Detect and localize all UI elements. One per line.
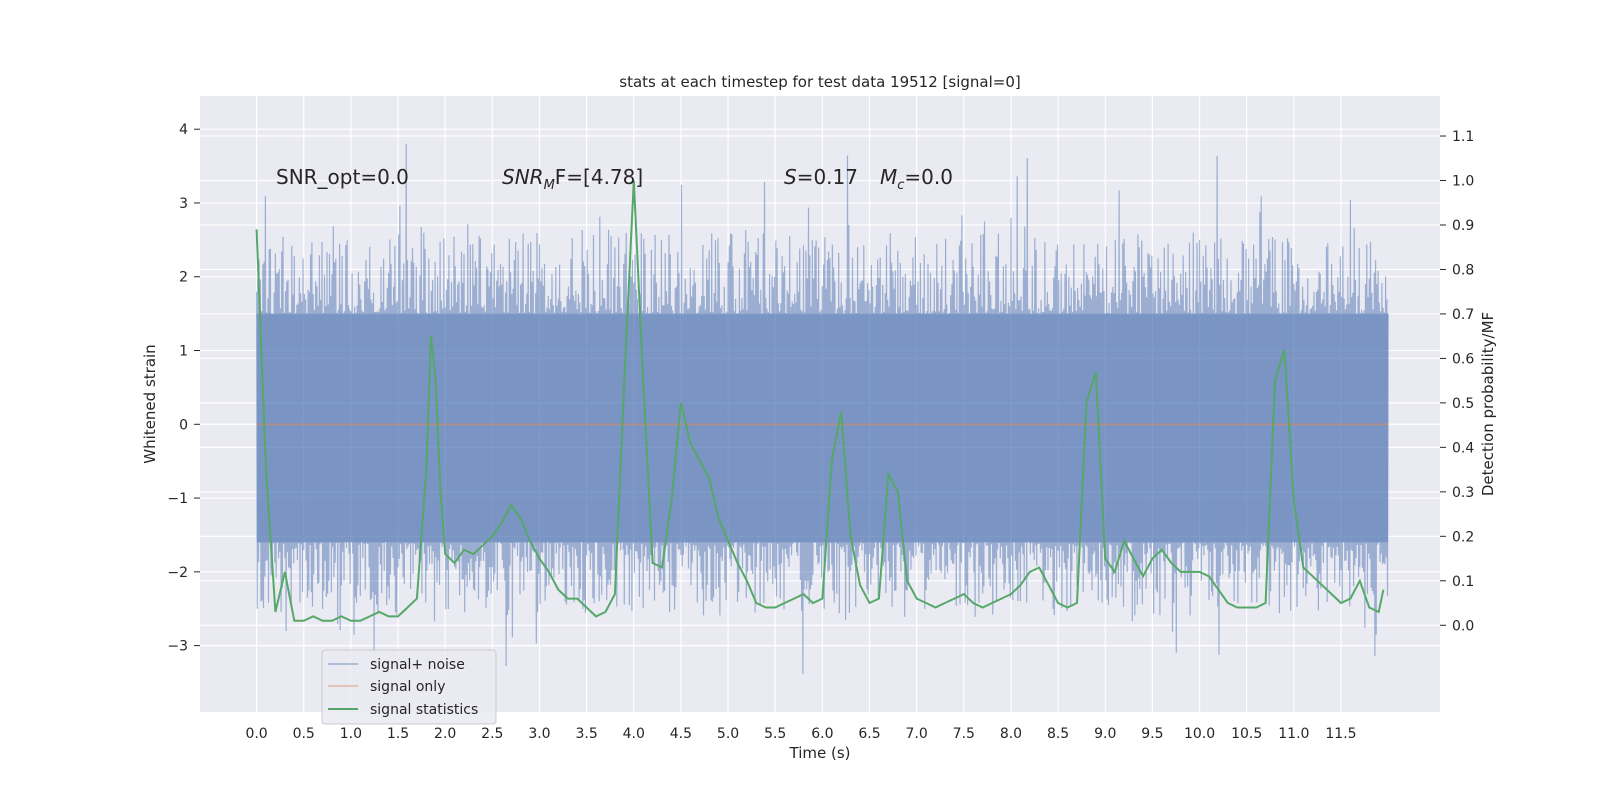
x-tick-label: 6.0: [811, 726, 833, 742]
x-tick-label: 3.0: [528, 726, 550, 742]
y2-tick-label: 1.0: [1452, 174, 1474, 190]
y-tick-label: 1: [179, 344, 188, 360]
x-tick-label: 11.0: [1278, 726, 1309, 742]
x-tick-label: 5.0: [717, 726, 739, 742]
legend-label-signal-only: signal only: [370, 679, 445, 695]
x-tick-label: 0.5: [293, 726, 315, 742]
y-axis-label: Whitened strain: [141, 344, 159, 463]
series-signal-noise: [256, 143, 1389, 674]
mc-symbol: M: [880, 165, 897, 189]
legend: signal+ noise signal only signal statist…: [321, 649, 497, 725]
legend-label-signal-noise: signal+ noise: [370, 657, 465, 673]
mc-rest: =0.0: [904, 165, 953, 189]
y2-tick-label: 1.1: [1452, 129, 1474, 145]
x-tick-label: 0.0: [245, 726, 267, 742]
x-tick-label: 4.0: [623, 726, 645, 742]
annotation-snr-mf: SNRMF=[4.78]: [502, 165, 643, 193]
series-signal-statistics: [255, 180, 1385, 622]
y2-tick-label: 0.2: [1452, 529, 1474, 545]
x-tick-label: 1.0: [340, 726, 362, 742]
x-tick-label: 8.5: [1047, 726, 1069, 742]
snr-mf-symbol: SNR: [502, 165, 544, 189]
x-tick-label: 7.5: [953, 726, 975, 742]
x-tick-label: 2.0: [434, 726, 456, 742]
y2-tick-label: 0.1: [1452, 574, 1474, 590]
series-layer: [255, 143, 1389, 674]
annotation-snr-opt: SNR_opt=0.0: [276, 165, 409, 189]
y2-tick-label: 0.8: [1452, 262, 1474, 278]
left-axis-ticks: −3 −2 −1 0 1 2 3 4: [167, 122, 200, 655]
x-tick-label: 7.0: [906, 726, 928, 742]
x-axis-label: Time (s): [789, 744, 851, 762]
y2-tick-label: 0.9: [1452, 218, 1474, 234]
series-signal-noise-band: [256, 313, 1389, 543]
y-tick-label: 3: [179, 196, 188, 212]
snr-mf-rest: F=[4.78]: [555, 165, 643, 189]
x-tick-label: 9.0: [1094, 726, 1116, 742]
mc-subscript: c: [897, 178, 904, 193]
y2-tick-label: 0.3: [1452, 485, 1474, 501]
x-axis-ticks: 0.0 0.5 1.0 1.5 2.0 2.5 3.0 3.5 4.0 4.5 5.0 5.5 6.0 6…: [245, 726, 1356, 742]
x-tick-label: 8.0: [1000, 726, 1022, 742]
x-tick-label: 1.5: [387, 726, 409, 742]
x-tick-label: 10.0: [1184, 726, 1215, 742]
y-tick-label: −1: [167, 491, 188, 507]
y-tick-label: 4: [179, 122, 188, 138]
y2-tick-label: 0.7: [1452, 307, 1474, 323]
right-axis-ticks: 0.0 0.1 0.2 0.3 0.4 0.5 0.6 0.7 0.8 0.9 1.0 1.1: [1440, 129, 1474, 634]
annotation-mc: Mc=0.0: [880, 165, 953, 193]
s-symbol: S: [784, 165, 797, 189]
x-tick-label: 6.5: [858, 726, 880, 742]
x-tick-label: 3.5: [575, 726, 597, 742]
y2-tick-label: 0.0: [1452, 618, 1474, 634]
x-tick-label: 10.5: [1231, 726, 1262, 742]
chart-title: stats at each timestep for test data 195…: [619, 73, 1020, 91]
y-tick-label: 0: [179, 417, 188, 433]
x-tick-label: 9.5: [1141, 726, 1163, 742]
y2-tick-label: 0.4: [1452, 440, 1474, 456]
legend-box: [321, 649, 497, 725]
y-tick-label: −3: [167, 639, 188, 655]
snr-mf-subscript: M: [544, 178, 555, 193]
y2-tick-label: 0.6: [1452, 351, 1474, 367]
y2-tick-label: 0.5: [1452, 396, 1474, 412]
y2-axis-label: Detection probability/MF: [1479, 312, 1497, 496]
x-tick-label: 2.5: [481, 726, 503, 742]
legend-label-signal-statistics: signal statistics: [370, 702, 478, 718]
y-tick-label: −2: [167, 565, 188, 581]
s-rest: =0.17: [797, 165, 858, 189]
x-tick-label: 11.5: [1325, 726, 1356, 742]
x-tick-label: 5.5: [764, 726, 786, 742]
annotation-s: S=0.17: [784, 165, 858, 189]
x-tick-label: 4.5: [670, 726, 692, 742]
y-tick-label: 2: [179, 270, 188, 286]
